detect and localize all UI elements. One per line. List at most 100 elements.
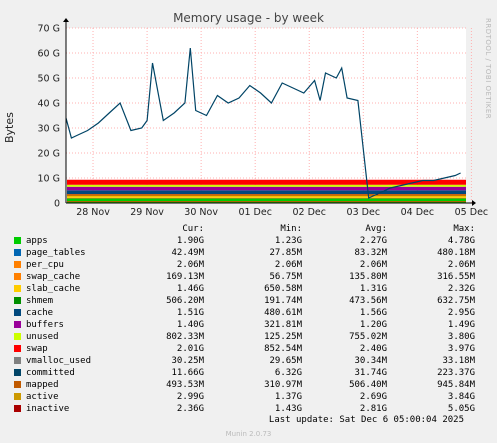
legend-max: 33.18M	[442, 356, 475, 366]
y-tick-label: 50 G	[38, 74, 60, 85]
legend-avg: 135.80M	[349, 272, 387, 282]
legend-name: apps	[26, 236, 48, 246]
legend-swatch	[14, 369, 21, 376]
legend-avg: 2.40G	[359, 344, 387, 354]
plot-background	[66, 28, 466, 203]
legend-swatch	[14, 321, 21, 328]
legend-swatch	[14, 249, 21, 256]
legend-header-avg: Avg:	[365, 224, 387, 234]
legend-name: mapped	[26, 380, 59, 390]
legend-max: 2.95G	[447, 308, 475, 318]
legend-min: 2.06M	[274, 260, 302, 270]
legend-row-mapped: mapped 493.53M 310.97M 506.40M 945.84M	[12, 379, 475, 391]
legend-row-slab-cache: slab_cache 1.46G 650.58M 1.31G 2.32G	[12, 283, 475, 295]
legend-swatch	[14, 285, 21, 292]
legend-cur: 11.66G	[171, 368, 204, 378]
munin-version: Munin 2.0.73	[225, 430, 272, 438]
legend-min: 1.43G	[274, 404, 302, 414]
legend-name: cache	[26, 308, 54, 318]
y-tick-label: 30 G	[38, 124, 60, 135]
legend-min: 56.75M	[269, 272, 302, 282]
x-tick-label: 02 Dec	[292, 207, 326, 218]
legend-name: per_cpu	[26, 260, 64, 270]
legend-cur: 1.90G	[176, 236, 204, 246]
legend-cur: 30.25M	[171, 356, 204, 366]
legend-avg: 1.20G	[359, 320, 387, 330]
legend-row-apps: apps 1.90G 1.23G 2.27G 4.78G	[12, 235, 475, 247]
legend-cur: 506.20M	[166, 296, 204, 306]
stack-band-apps	[67, 198, 466, 203]
legend-min: 125.25M	[264, 332, 302, 342]
legend-max: 2.32G	[447, 284, 475, 294]
legend-min: 480.61M	[264, 308, 302, 318]
x-tick-label: 29 Nov	[130, 207, 164, 218]
legend-min: 27.85M	[269, 248, 302, 258]
legend-cur: 42.49M	[171, 248, 204, 258]
y-tick-label: 20 G	[38, 149, 60, 160]
legend-min: 29.65M	[269, 356, 302, 366]
legend-header-min: Min:	[280, 224, 302, 234]
legend-row-inactive: inactive 2.36G 1.43G 2.81G 5.05G	[12, 403, 475, 415]
legend-max: 3.84G	[447, 392, 475, 402]
legend-row-cache: cache 1.51G 480.61M 1.56G 2.95G	[12, 307, 475, 319]
legend-header-spacer	[14, 225, 21, 232]
legend-swatch	[14, 297, 21, 304]
legend-cur: 169.13M	[166, 272, 204, 282]
legend-cur: 2.36G	[176, 404, 204, 414]
y-tick-label: 60 G	[38, 49, 60, 60]
legend-cur: 2.01G	[176, 344, 204, 354]
stack-band-buffers	[67, 186, 466, 191]
stack-band-cache	[67, 190, 466, 195]
legend-table: Cur: Min: Avg: Max: apps 1.90G 1.23G 2.27G 4…	[12, 223, 475, 415]
x-tick-label: 30 Nov	[184, 207, 218, 218]
legend-name: slab_cache	[26, 284, 81, 294]
legend-swatch	[14, 381, 21, 388]
legend-row-buffers: buffers 1.40G 321.81M 1.20G 1.49G	[12, 319, 475, 331]
legend-swatch	[14, 345, 21, 352]
x-tick-label: 03 Dec	[347, 207, 381, 218]
legend-row-swap: swap 2.01G 852.54M 2.40G 3.97G	[12, 343, 475, 355]
x-tick-label: 05 Dec	[455, 207, 489, 218]
legend-min: 6.32G	[274, 368, 302, 378]
legend-swatch	[14, 333, 21, 340]
legend-name: inactive	[26, 404, 70, 414]
legend-swatch	[14, 273, 21, 280]
legend-name: active	[26, 392, 59, 402]
y-tick-label: 10 G	[38, 174, 60, 185]
legend-row-shmem: shmem 506.20M 191.74M 473.56M 632.75M	[12, 295, 475, 307]
legend-row-active: active 2.99G 1.37G 2.69G 3.84G	[12, 391, 475, 403]
legend-swatch	[14, 237, 21, 244]
legend-max: 5.05G	[447, 404, 475, 414]
legend-max: 480.18M	[437, 248, 475, 258]
legend-max: 1.49G	[447, 320, 475, 330]
legend-row-swap-cache: swap_cache 169.13M 56.75M 135.80M 316.55M	[12, 271, 475, 283]
rrdtool-watermark: RRDTOOL / TOBI OETIKER	[484, 18, 492, 120]
legend-avg: 2.69G	[359, 392, 387, 402]
legend-avg: 506.40M	[349, 380, 387, 390]
y-axis-arrow	[63, 18, 69, 22]
legend-row-committed: committed 11.66G 6.32G 31.74G 223.37G	[12, 367, 475, 379]
legend-avg: 2.81G	[359, 404, 387, 414]
legend-avg: 2.06M	[359, 260, 387, 270]
legend-header-name	[26, 223, 144, 235]
legend-avg: 2.27G	[359, 236, 387, 246]
legend-name: page_tables	[26, 248, 86, 258]
legend-header-cur: Cur:	[182, 224, 204, 234]
stack-band-unused	[67, 184, 466, 187]
legend-row-vmalloc-used: vmalloc_used 30.25M 29.65M 30.34M 33.18M	[12, 355, 475, 367]
legend-max: 223.37G	[437, 368, 475, 378]
x-tick-label: 04 Dec	[401, 207, 435, 218]
last-update: Last update: Sat Dec 6 05:00:04 2025	[268, 415, 464, 425]
legend-max: 3.80G	[447, 332, 475, 342]
series-line-committed	[65, 47, 461, 199]
legend-swatch	[14, 357, 21, 364]
legend-min: 191.74M	[264, 296, 302, 306]
legend-swatch	[14, 261, 21, 268]
y-tick-label: 70 G	[38, 24, 60, 35]
legend-name: committed	[26, 368, 75, 378]
legend-name: shmem	[26, 296, 54, 306]
legend-header: Cur: Min: Avg: Max:	[12, 223, 475, 235]
legend-cur: 1.51G	[176, 308, 204, 318]
legend-name: buffers	[26, 320, 64, 330]
